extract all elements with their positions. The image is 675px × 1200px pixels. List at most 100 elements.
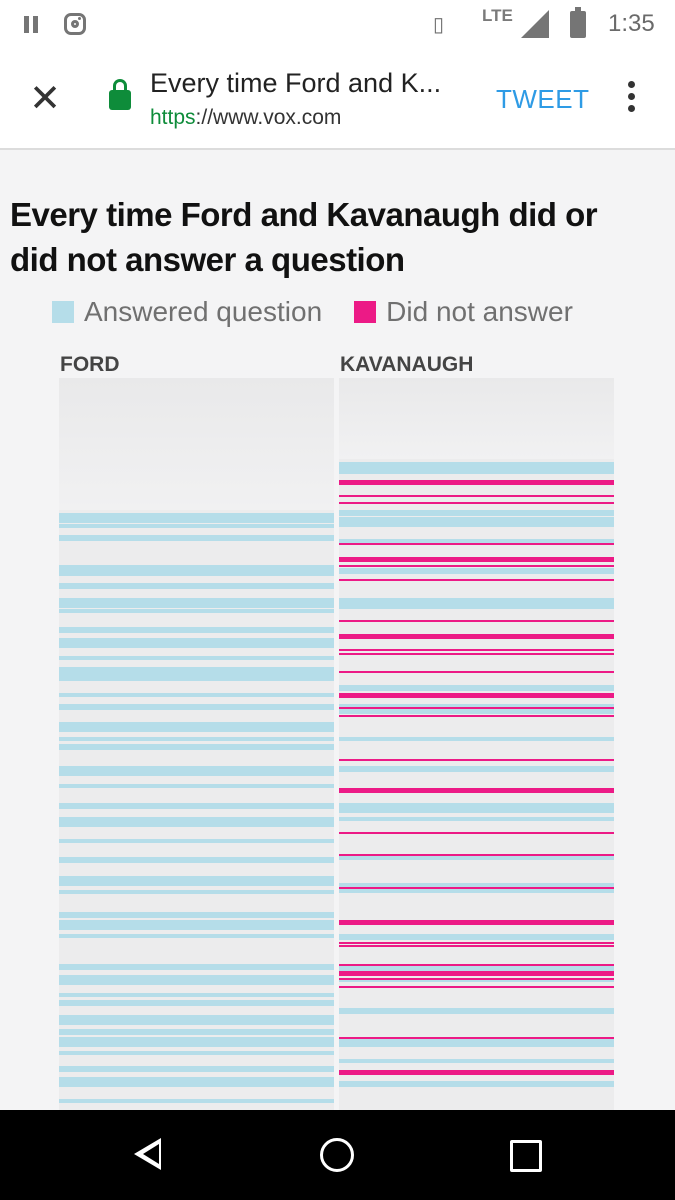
legend-item-not-answered: Did not answer <box>354 296 573 328</box>
not-answered-bar <box>339 634 614 639</box>
browser-toolbar: ✕ Every time Ford and K... https://www.v… <box>0 48 675 150</box>
answered-bar <box>59 1051 334 1055</box>
not-answered-bar <box>339 986 614 988</box>
not-answered-bar <box>339 480 614 485</box>
page-url: https://www.vox.com <box>150 106 341 130</box>
url-domain: ://www.vox.com <box>195 106 342 129</box>
answered-bar <box>59 766 334 776</box>
not-answered-bar <box>339 832 614 834</box>
tweet-button[interactable]: TWEET <box>496 84 590 114</box>
legend-swatch-answered <box>52 301 74 323</box>
recent-apps-icon[interactable] <box>510 1140 542 1172</box>
answered-bar <box>59 583 334 589</box>
answered-bar <box>59 817 334 827</box>
answered-bar <box>339 934 614 940</box>
not-answered-bar <box>339 1037 614 1039</box>
legend-item-answered: Answered question <box>52 296 322 328</box>
not-answered-bar <box>339 1073 614 1075</box>
answered-bar <box>59 1029 334 1035</box>
pause-icon <box>24 0 42 48</box>
answered-bar <box>59 934 334 938</box>
not-answered-bar <box>339 964 614 966</box>
not-answered-bar <box>339 945 614 947</box>
answered-bar <box>59 524 334 528</box>
not-answered-bar <box>339 715 614 717</box>
network-type: LTE <box>482 6 513 25</box>
answered-bar <box>339 510 614 516</box>
chart-legend: Answered question Did not answer <box>52 295 605 329</box>
not-answered-bar <box>339 653 614 655</box>
answered-bar <box>59 784 334 788</box>
not-answered-bar <box>339 543 614 545</box>
answered-bar <box>339 539 614 543</box>
ford-column-label: FORD <box>60 353 120 376</box>
answered-bar <box>339 978 614 982</box>
not-answered-bar <box>339 693 614 698</box>
status-bar: ▯ LTE 1:35 <box>0 0 675 48</box>
answered-bar <box>339 1059 614 1063</box>
instagram-icon <box>64 0 86 48</box>
answered-bar <box>339 1008 614 1014</box>
android-nav-bar <box>0 1110 675 1200</box>
answered-bar <box>59 704 334 710</box>
answered-bar <box>59 890 334 894</box>
answered-bar <box>339 854 614 860</box>
answered-bar <box>339 605 614 609</box>
not-answered-bar <box>339 1070 614 1075</box>
not-answered-bar <box>339 759 614 761</box>
answered-bar <box>59 993 334 997</box>
chart-title: Every time Ford and Kavanaugh did or did… <box>10 196 598 278</box>
answered-bar <box>59 803 334 809</box>
answered-bar <box>339 517 614 527</box>
not-answered-bar <box>339 565 614 567</box>
answered-bar <box>59 627 334 633</box>
answered-bar <box>59 671 334 681</box>
not-answered-bar <box>339 495 614 497</box>
answered-bar <box>59 1077 334 1087</box>
answered-bar <box>339 1037 614 1047</box>
battery-icon <box>570 0 586 48</box>
answered-bar <box>59 876 334 886</box>
page-title: Every time Ford and K... <box>150 68 442 98</box>
not-answered-bar <box>339 854 614 856</box>
legend-swatch-not-answered <box>354 301 377 323</box>
answered-bar <box>59 975 334 985</box>
answered-bar <box>59 1066 334 1072</box>
answered-bar <box>339 766 614 772</box>
answered-bar <box>59 744 334 750</box>
answered-bar <box>59 1019 334 1023</box>
answered-bar <box>339 462 614 472</box>
not-answered-bar <box>339 502 614 504</box>
answered-bar <box>339 803 614 813</box>
clock: 1:35 <box>608 10 655 37</box>
answered-bar <box>59 722 334 732</box>
answered-bar <box>339 1081 614 1087</box>
strip-blank-region <box>339 378 614 459</box>
not-answered-bar <box>339 978 614 980</box>
answered-bar <box>339 568 614 574</box>
more-vert-icon[interactable] <box>623 81 639 115</box>
answered-bar <box>59 656 334 660</box>
answered-bar <box>59 667 334 673</box>
answered-bar <box>339 964 614 974</box>
kavanaugh-column-label: KAVANAUGH <box>340 353 474 376</box>
answered-bar <box>339 598 614 608</box>
vibrate-icon: ▯ <box>433 13 445 36</box>
strip-blank-region <box>59 378 334 510</box>
not-answered-bar <box>339 671 614 673</box>
answered-bar <box>339 470 614 474</box>
answered-bar <box>339 704 614 714</box>
answered-bar <box>59 638 334 648</box>
not-answered-bar <box>339 788 614 793</box>
not-answered-bar <box>339 557 614 562</box>
answered-bar <box>59 1099 334 1103</box>
home-icon[interactable] <box>320 1138 354 1172</box>
lock-icon <box>109 79 131 110</box>
not-answered-bar <box>339 887 614 889</box>
close-icon[interactable]: ✕ <box>29 78 61 120</box>
answered-bar <box>339 817 614 821</box>
back-icon[interactable] <box>134 1138 161 1170</box>
not-answered-bar <box>339 920 614 925</box>
answered-bar <box>59 535 334 541</box>
answered-bar <box>59 1000 334 1006</box>
